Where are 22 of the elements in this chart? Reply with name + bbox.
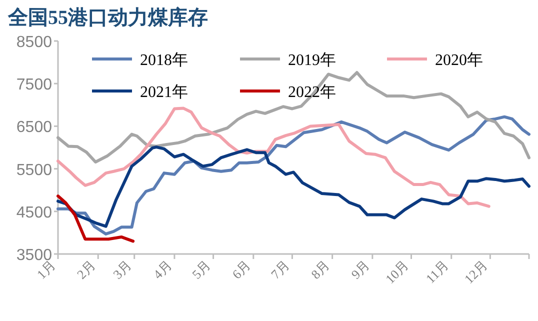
y-tick-label: 8500	[16, 34, 52, 51]
chart-title: 全国55港口动力煤库存	[7, 6, 208, 29]
legend-label: 2020年	[435, 52, 483, 69]
x-tick-label: 4月	[150, 258, 175, 282]
x-tick-label: 11月	[422, 258, 452, 286]
x-tick-label: 8月	[308, 258, 332, 282]
x-tick-label: 9月	[348, 258, 373, 282]
x-tick-label: 7月	[268, 258, 292, 282]
legend-label: 2021年	[140, 84, 188, 101]
x-tick-label: 5月	[189, 258, 214, 282]
legend-label: 2022年	[288, 84, 336, 101]
y-tick-label: 4500	[16, 204, 52, 222]
x-tick-label: 3月	[110, 258, 134, 282]
y-tick-label: 6500	[16, 119, 52, 136]
x-tick-label: 6月	[229, 258, 254, 282]
y-tick-label: 5500	[16, 162, 52, 179]
legend-label: 2019年	[288, 52, 336, 69]
x-tick-label: 2月	[74, 258, 98, 282]
y-tick-label: 7500	[16, 76, 52, 94]
legend-label: 2018年	[140, 52, 188, 69]
x-tick-label: 12月	[461, 258, 490, 287]
x-tick-label: 10月	[382, 258, 412, 287]
